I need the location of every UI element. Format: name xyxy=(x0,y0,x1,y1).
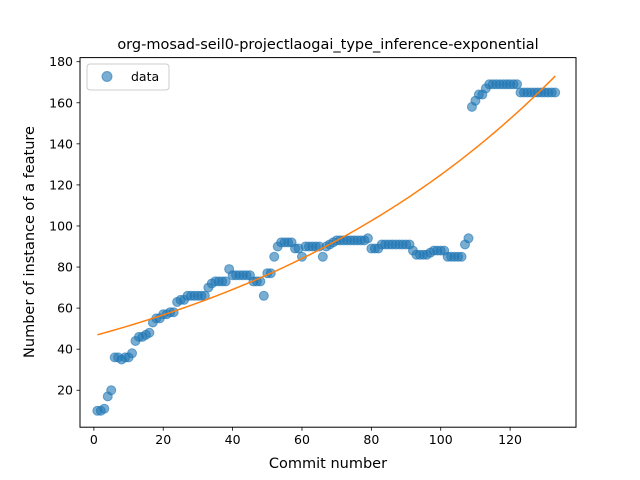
y-tick-label: 100 xyxy=(49,218,73,233)
y-tick-label: 180 xyxy=(49,54,73,69)
y-tick-label: 60 xyxy=(57,301,73,316)
y-tick-label: 40 xyxy=(57,342,73,357)
x-axis-label: Commit number xyxy=(269,456,387,472)
data-point xyxy=(99,403,110,414)
data-point xyxy=(106,385,117,396)
legend-box xyxy=(86,63,170,91)
data-point xyxy=(269,251,280,262)
data-point xyxy=(220,276,231,287)
x-tick-label: 0 xyxy=(90,432,98,447)
data-point xyxy=(456,251,467,262)
legend-marker-data xyxy=(101,71,113,82)
chart-title: org-mosad-seil0-projectlaogai_type_infer… xyxy=(117,37,538,53)
legend: data xyxy=(86,63,170,91)
axes-frame xyxy=(79,57,577,428)
y-tick-label: 140 xyxy=(49,136,73,151)
x-tick-label: 60 xyxy=(294,432,310,447)
data-point xyxy=(463,233,474,244)
data-point xyxy=(144,327,155,338)
x-axis: 0 20 40 60 80 100 120 xyxy=(90,427,522,447)
legend-label-data: data xyxy=(131,69,159,84)
y-tick-label: 160 xyxy=(49,95,73,110)
data-point xyxy=(127,348,138,359)
y-tick-label: 20 xyxy=(57,383,73,398)
y-axis: 20 40 60 80 100 120 140 160 180 xyxy=(49,54,80,398)
x-tick-label: 40 xyxy=(225,432,241,447)
data-point xyxy=(317,251,328,262)
x-tick-label: 80 xyxy=(363,432,379,447)
x-tick-label: 20 xyxy=(155,432,171,447)
y-tick-label: 80 xyxy=(57,260,73,275)
data-point xyxy=(512,79,523,90)
data-point xyxy=(550,87,561,98)
data-point xyxy=(258,290,269,301)
fit-line xyxy=(97,75,556,336)
y-tick-label: 120 xyxy=(49,177,73,192)
y-axis-label: Number of instance of a feature xyxy=(22,126,38,358)
data-point xyxy=(362,233,373,244)
plot-area xyxy=(92,75,561,416)
x-tick-label: 100 xyxy=(429,432,453,447)
x-tick-label: 120 xyxy=(498,432,522,447)
